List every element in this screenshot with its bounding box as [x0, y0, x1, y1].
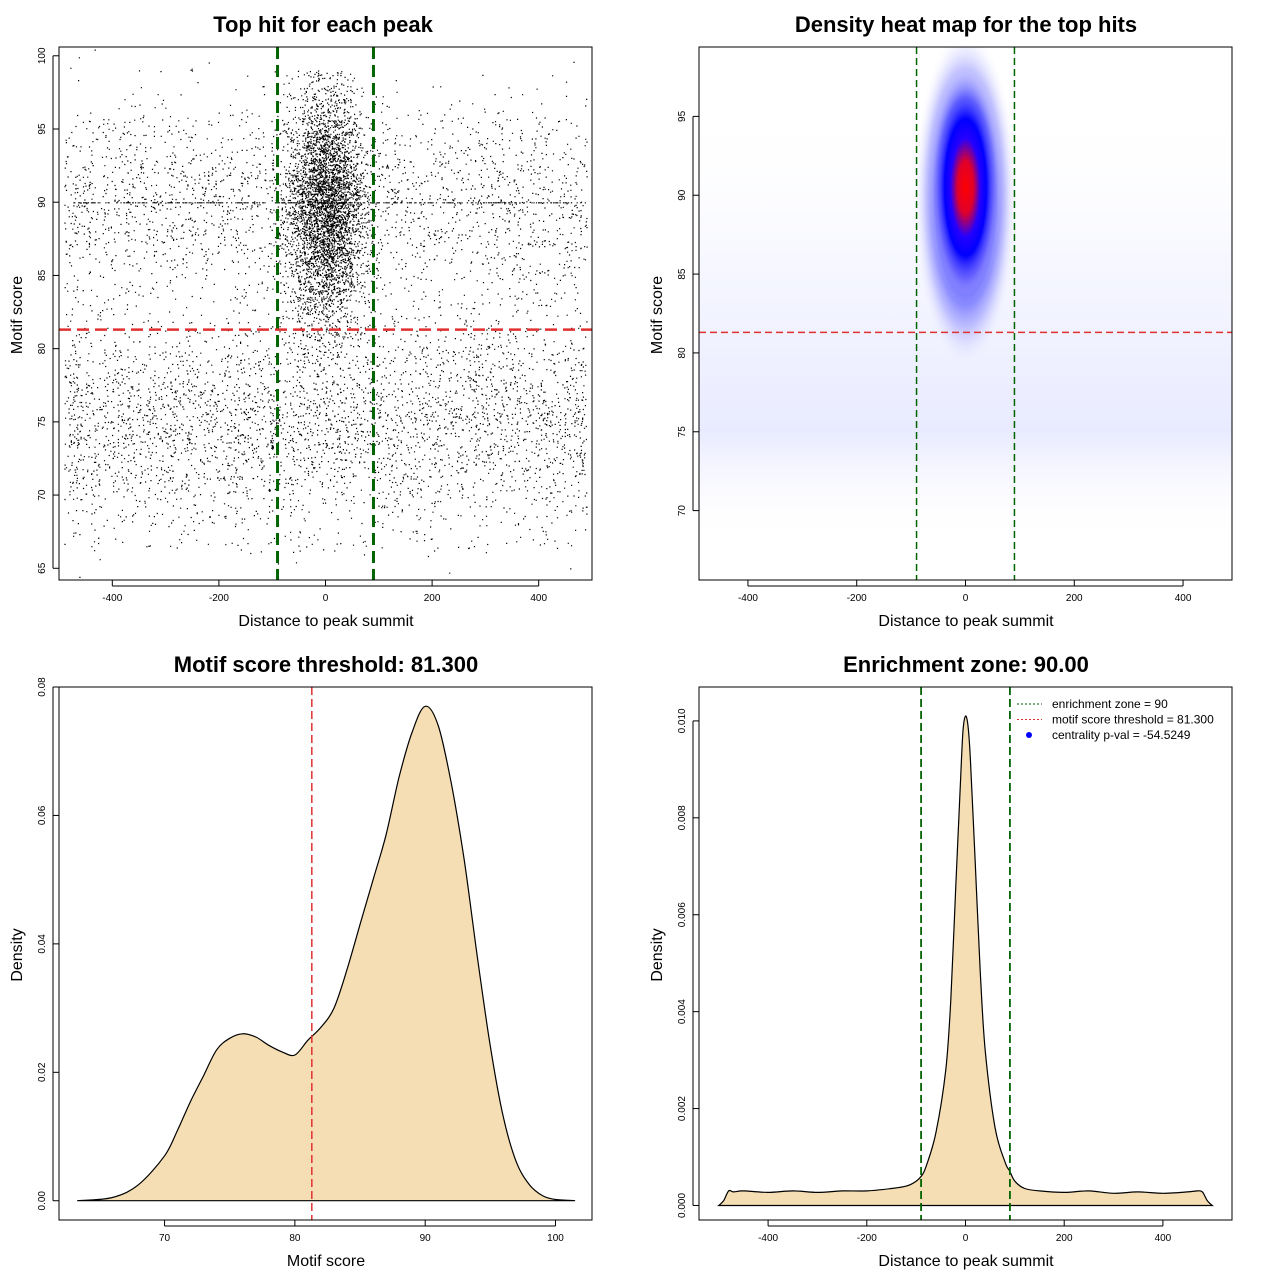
heatmap-xtick-label: 400 — [1175, 593, 1192, 604]
distance-density-ytick-label: 0.000 — [677, 1193, 688, 1218]
heatmap-plot-area: -400 -200 0 200 400 70 75 80 85 90 95 — [677, 46, 1233, 604]
scatter-ytick-label: 80 — [37, 343, 48, 355]
score-density-area — [77, 706, 576, 1201]
score-density-plot-area: 70 80 90 100 0.00 0.02 0.04 0.06 0.08 — [37, 677, 593, 1244]
distance-density-xlabel: Distance to peak summit — [878, 1253, 1054, 1270]
scatter-ytick-label: 70 — [37, 489, 48, 501]
scatter-xtick-label: -200 — [209, 593, 229, 604]
scatter-xtick-label: 0 — [323, 593, 329, 604]
scatter-ytick-label: 90 — [37, 196, 48, 208]
score-density-frame — [58, 686, 593, 1221]
distance-density-xtick-label: 400 — [1155, 1233, 1172, 1244]
score-density-curve — [77, 705, 576, 1202]
heatmap-ytick-label: 70 — [677, 505, 688, 517]
distance-density-ytick-label: 0.006 — [677, 902, 688, 927]
distance-density-ytick-label: 0.002 — [677, 1096, 688, 1121]
legend-entry-label: motif score threshold = 81.300 — [1052, 713, 1214, 727]
heatmap-xtick-label: 0 — [963, 593, 969, 604]
scatter-ylabel: Motif score — [9, 276, 26, 354]
scatter-ytick-label: 75 — [37, 416, 48, 428]
score-density-ytick-label: 0.02 — [37, 1062, 48, 1082]
scatter-title: Top hit for each peak — [213, 12, 433, 37]
panel-scatter: Top hit for each peak Distance to peak s… — [9, 12, 593, 630]
heatmap-ytick-label: 75 — [677, 426, 688, 438]
heatmap-ytick-label: 80 — [677, 347, 688, 359]
panel-score-density: Motif score threshold: 81.300 Motif scor… — [9, 652, 593, 1270]
scatter-ytick-label: 85 — [37, 269, 48, 281]
distance-density-ytick-label: 0.008 — [677, 805, 688, 830]
score-density-xtick-label: 80 — [289, 1233, 301, 1244]
score-density-xtick-label: 100 — [547, 1233, 564, 1244]
score-density-xlabel: Motif score — [287, 1253, 365, 1270]
legend-entry-label: enrichment zone = 90 — [1052, 697, 1168, 711]
heatmap-hotspot — [929, 69, 1002, 306]
distance-density-xtick-label: -400 — [758, 1233, 778, 1244]
score-density-ytick-label: 0.06 — [37, 805, 48, 825]
heatmap-ytick-label: 85 — [677, 268, 688, 280]
legend-point-marker — [1026, 732, 1032, 738]
score-density-ytick-label: 0.00 — [37, 1191, 48, 1211]
legend: enrichment zone = 90 motif score threshol… — [1017, 697, 1214, 742]
scatter-xtick-label: -400 — [102, 593, 122, 604]
panel-distance-density: Enrichment zone: 90.00 Distance to peak … — [649, 652, 1233, 1270]
scatter-xlabel: Distance to peak summit — [238, 613, 414, 630]
heatmap-xtick-label: -400 — [738, 593, 758, 604]
heatmap-fill — [699, 47, 1232, 580]
heatmap-title: Density heat map for the top hits — [795, 12, 1137, 37]
scatter-xtick-label: 200 — [424, 593, 441, 604]
distance-density-area — [718, 715, 1213, 1206]
score-density-title: Motif score threshold: 81.300 — [174, 652, 478, 677]
scatter-xtick-label: 400 — [530, 593, 547, 604]
distance-density-title: Enrichment zone: 90.00 — [843, 652, 1089, 677]
scatter-ytick-label: 95 — [37, 123, 48, 135]
scatter-points — [64, 49, 588, 578]
scatter-ytick-label: 65 — [37, 562, 48, 574]
panel-heatmap: Density heat map for the top hits Distan… — [649, 12, 1233, 630]
score-density-ytick-label: 0.08 — [37, 677, 48, 697]
distance-density-xtick-label: 200 — [1056, 1233, 1073, 1244]
score-density-ytick-label: 0.04 — [37, 934, 48, 954]
heatmap-xtick-label: 200 — [1066, 593, 1083, 604]
heatmap-ylabel: Motif score — [649, 276, 666, 354]
scatter-point-set — [64, 49, 588, 578]
distance-density-ytick-label: 0.010 — [677, 708, 688, 733]
distance-density-xtick-label: 0 — [963, 1233, 969, 1244]
distance-density-plot-area: -400 -200 0 200 400 0.000 0.002 0.004 0.006 0.008… — [677, 686, 1233, 1244]
heatmap-xlabel: Distance to peak summit — [878, 613, 1054, 630]
heatmap-ytick-label: 95 — [677, 110, 688, 122]
score-density-xtick-label: 70 — [159, 1233, 171, 1244]
score-density-ylabel: Density — [9, 928, 26, 981]
heatmap-ytick-label: 90 — [677, 189, 688, 201]
distance-density-ytick-label: 0.004 — [677, 999, 688, 1024]
scatter-plot-area: -400 -200 0 200 400 65 70 75 80 85 90 95 100 — [37, 46, 593, 604]
scatter-ytick-label: 100 — [37, 47, 48, 64]
distance-density-xtick-label: -200 — [857, 1233, 877, 1244]
score-density-xtick-label: 90 — [420, 1233, 432, 1244]
legend-entry-label: centrality p-val = -54.5249 — [1052, 728, 1191, 742]
heatmap-xtick-label: -200 — [847, 593, 867, 604]
distance-density-ylabel: Density — [649, 928, 666, 981]
distance-density-curve — [717, 715, 1214, 1207]
